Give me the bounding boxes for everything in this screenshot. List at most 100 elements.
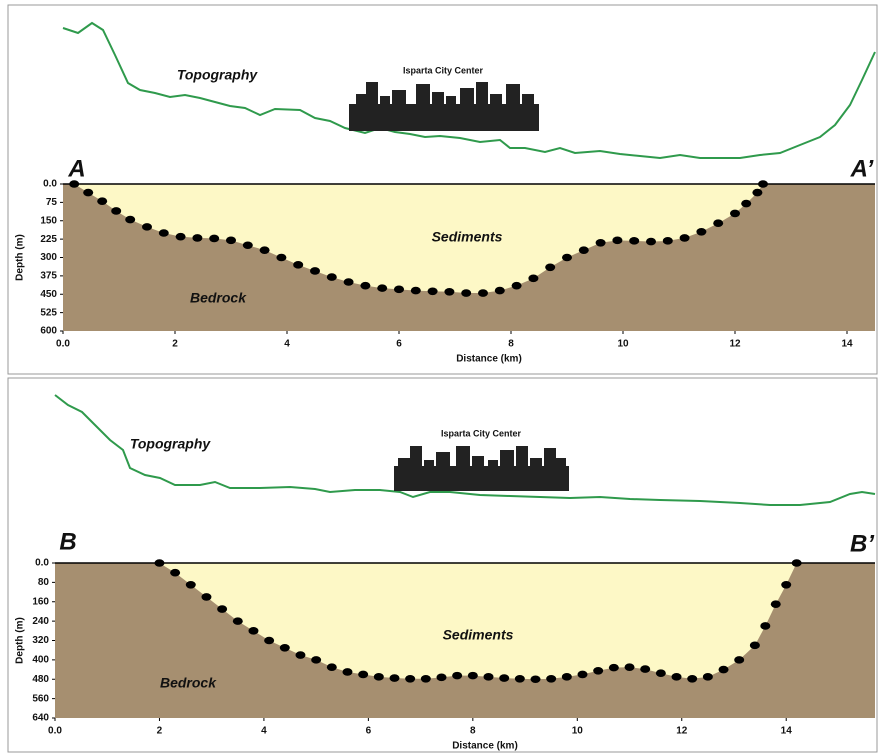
x-tick-label: 12 bbox=[676, 726, 688, 737]
boundary-point bbox=[656, 669, 666, 677]
y-axis-label: Depth (m) bbox=[15, 617, 26, 664]
x-axis-label: Distance (km) bbox=[456, 354, 522, 365]
annotation: Sediments bbox=[443, 627, 514, 643]
boundary-point bbox=[192, 234, 202, 242]
boundary-point bbox=[310, 267, 320, 275]
boundary-point bbox=[452, 672, 462, 680]
boundary-point bbox=[515, 675, 525, 683]
boundary-point bbox=[280, 644, 290, 652]
boundary-point bbox=[327, 273, 337, 281]
x-tick-label: 10 bbox=[572, 726, 584, 737]
boundary-point bbox=[612, 237, 622, 245]
boundary-point bbox=[217, 605, 227, 613]
annotation: Topography bbox=[177, 67, 259, 83]
boundary-point bbox=[226, 237, 236, 245]
x-tick-label: 0.0 bbox=[56, 339, 70, 350]
boundary-point bbox=[428, 288, 438, 296]
boundary-point bbox=[562, 254, 572, 262]
x-tick-label: 14 bbox=[841, 339, 853, 350]
boundary-point bbox=[394, 286, 404, 294]
x-tick-label: 14 bbox=[781, 726, 793, 737]
boundary-point bbox=[546, 675, 556, 683]
boundary-point bbox=[327, 663, 337, 671]
boundary-point bbox=[186, 581, 196, 589]
boundary-point bbox=[495, 287, 505, 295]
boundary-point bbox=[484, 673, 494, 681]
boundary-point bbox=[201, 593, 211, 601]
boundary-point bbox=[672, 673, 682, 681]
boundary-point bbox=[752, 189, 762, 197]
boundary-point bbox=[170, 569, 180, 577]
annotation: Bedrock bbox=[190, 290, 247, 306]
boundary-point bbox=[528, 275, 538, 283]
boundary-point bbox=[760, 622, 770, 630]
y-tick-label: 600 bbox=[40, 326, 57, 337]
x-tick-label: 10 bbox=[617, 339, 629, 350]
boundary-point bbox=[233, 617, 243, 625]
boundary-point bbox=[730, 210, 740, 218]
boundary-point bbox=[499, 674, 509, 682]
boundary-point bbox=[311, 656, 321, 664]
boundary-point bbox=[405, 675, 415, 683]
boundary-point bbox=[260, 246, 270, 254]
y-tick-label: 525 bbox=[40, 307, 57, 318]
boundary-point bbox=[243, 241, 253, 249]
y-tick-label: 75 bbox=[46, 197, 58, 208]
y-tick-label: 640 bbox=[32, 713, 49, 724]
boundary-point bbox=[154, 559, 164, 567]
boundary-point bbox=[276, 254, 286, 262]
boundary-point bbox=[444, 288, 454, 296]
boundary-point bbox=[687, 675, 697, 683]
y-axis-label: Depth (m) bbox=[15, 234, 26, 281]
boundary-point bbox=[342, 668, 352, 676]
boundary-point bbox=[97, 197, 107, 205]
boundary-point bbox=[640, 665, 650, 673]
boundary-point bbox=[663, 237, 673, 245]
boundary-point bbox=[719, 666, 729, 674]
y-tick-label: 0.0 bbox=[35, 558, 49, 569]
x-tick-label: 8 bbox=[508, 339, 514, 350]
annotation: Isparta City Center bbox=[441, 428, 522, 438]
boundary-point bbox=[360, 282, 370, 290]
boundary-point bbox=[125, 216, 135, 224]
boundary-point bbox=[389, 674, 399, 682]
boundary-point bbox=[421, 675, 431, 683]
y-tick-label: 160 bbox=[32, 596, 49, 607]
annotation: Topography bbox=[130, 436, 212, 452]
boundary-point bbox=[142, 223, 152, 231]
x-tick-label: 6 bbox=[366, 726, 372, 737]
boundary-point bbox=[758, 180, 768, 188]
boundary-point bbox=[545, 264, 555, 272]
y-tick-label: 80 bbox=[38, 577, 50, 588]
x-tick-label: 8 bbox=[470, 726, 476, 737]
x-tick-label: 6 bbox=[396, 339, 402, 350]
y-tick-label: 300 bbox=[40, 252, 57, 263]
boundary-point bbox=[248, 627, 258, 635]
y-tick-label: 375 bbox=[40, 271, 57, 282]
x-tick-label: 4 bbox=[261, 726, 267, 737]
boundary-point bbox=[293, 261, 303, 269]
boundary-point bbox=[411, 287, 421, 295]
x-tick-label: 2 bbox=[172, 339, 178, 350]
annotation: Sediments bbox=[432, 229, 503, 245]
boundary-point bbox=[596, 239, 606, 247]
boundary-point bbox=[579, 246, 589, 254]
boundary-point bbox=[468, 672, 478, 680]
boundary-point bbox=[512, 282, 522, 290]
boundary-point bbox=[461, 289, 471, 297]
boundary-point bbox=[750, 642, 760, 650]
x-tick-label: 0.0 bbox=[48, 726, 62, 737]
boundary-point bbox=[159, 229, 169, 237]
section-start: B bbox=[59, 528, 76, 555]
y-tick-label: 0.0 bbox=[43, 179, 57, 190]
section-end: A’ bbox=[850, 155, 874, 182]
boundary-point bbox=[264, 637, 274, 645]
y-tick-label: 400 bbox=[32, 655, 49, 666]
boundary-point bbox=[344, 278, 354, 286]
boundary-point bbox=[111, 207, 121, 215]
boundary-point bbox=[83, 189, 93, 197]
boundary-point bbox=[436, 674, 446, 682]
boundary-point bbox=[209, 235, 219, 243]
boundary-point bbox=[578, 671, 588, 679]
boundary-point bbox=[531, 675, 541, 683]
